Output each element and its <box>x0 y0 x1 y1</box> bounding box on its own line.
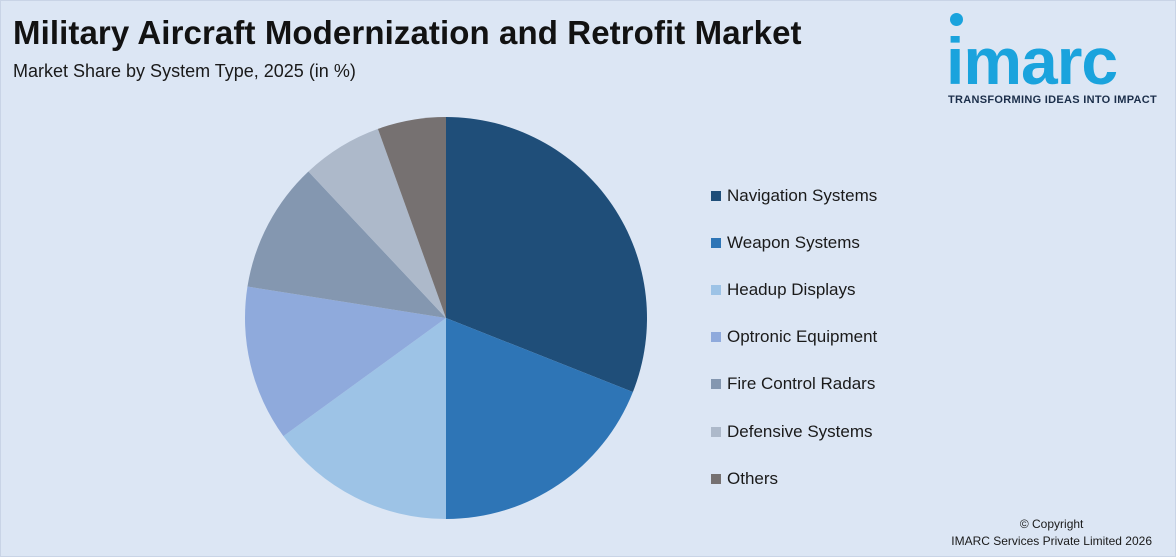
copyright-line-1: © Copyright <box>1019 517 1084 531</box>
legend-label: Optronic Equipment <box>727 327 878 347</box>
legend-swatch <box>711 426 721 437</box>
legend-label: Fire Control Radars <box>727 374 876 394</box>
chart-title: Military Aircraft Modernization and Retr… <box>13 14 802 51</box>
copyright-line-2: IMARC Services Private Limited 2026 <box>951 534 1152 548</box>
chart-subtitle: Market Share by System Type, 2025 (in %) <box>13 61 356 81</box>
legend-swatch <box>711 332 721 343</box>
legend-swatch <box>711 473 721 484</box>
pie-slice-optronic-equipment <box>244 286 446 437</box>
legend-label: Navigation Systems <box>727 185 878 205</box>
legend-label: Others <box>727 468 779 488</box>
legend-item: Fire Control Radars <box>711 361 877 408</box>
pie-slice-headup-displays <box>283 318 446 519</box>
legend-swatch <box>711 284 721 295</box>
logo-dot <box>950 13 963 26</box>
logo-tagline: TRANSFORMING IDEAS INTO IMPACT <box>948 94 1158 106</box>
legend-label: Weapon Systems <box>727 232 860 252</box>
legend-item: Optronic Equipment <box>711 314 877 361</box>
legend-item: Headup Displays <box>711 266 877 313</box>
copyright-notice: © Copyright IMARC Services Private Limit… <box>951 516 1152 550</box>
pie-slice-fire-control-radars <box>247 171 446 318</box>
imarc-logo: imarc TRANSFORMING IDEAS INTO IMPACT <box>940 10 1172 110</box>
legend-swatch <box>711 190 721 201</box>
legend-item: Navigation Systems <box>711 172 877 219</box>
pie-slice-navigation-systems <box>446 117 648 392</box>
logo-wordmark: imarc <box>946 24 1118 98</box>
chart-legend: Navigation Systems Weapon Systems Headup D… <box>711 172 877 502</box>
legend-swatch <box>711 379 721 390</box>
legend-label: Defensive Systems <box>727 421 873 441</box>
legend-label: Headup Displays <box>727 279 856 299</box>
legend-item: Defensive Systems <box>711 408 877 455</box>
pie-slice-defensive-systems <box>308 128 446 318</box>
legend-item: Others <box>711 455 877 502</box>
pie-slice-weapon-systems <box>446 318 633 519</box>
legend-swatch <box>711 237 721 248</box>
legend-item: Weapon Systems <box>711 219 877 266</box>
pie-slice-others <box>377 117 446 318</box>
